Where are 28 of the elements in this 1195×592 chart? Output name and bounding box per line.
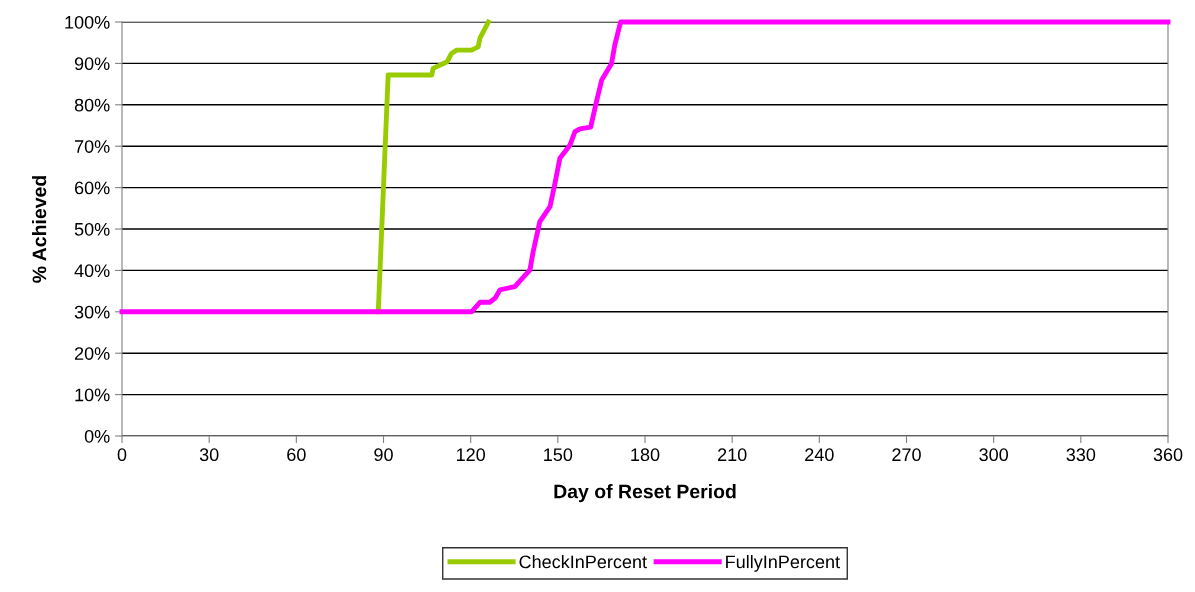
x-tick-label: 150	[544, 448, 573, 462]
x-tick-label: 90	[374, 448, 393, 462]
x-axis-title: Day of Reset Period	[554, 484, 736, 503]
legend-label: FullyInPercent	[726, 555, 840, 572]
y-tick-label: 30%	[74, 305, 110, 319]
y-tick-label: 0%	[84, 429, 110, 443]
y-tick-label: 50%	[74, 222, 110, 236]
x-tick-label: 360	[1153, 448, 1183, 462]
x-tick-label: 330	[1066, 448, 1096, 462]
x-tick-label: 120	[456, 448, 486, 462]
y-tick-label: 40%	[74, 264, 110, 278]
x-tick-label: 60	[287, 448, 306, 462]
x-tick-label: 180	[631, 448, 660, 462]
y-tick-label: 80%	[74, 98, 110, 112]
y-tick-label: 20%	[74, 347, 110, 360]
y-tick-label: 90%	[74, 57, 110, 71]
y-tick-label: 70%	[74, 140, 110, 153]
legend-label: CheckInPercent	[519, 555, 647, 569]
y-tick-label: 100%	[65, 15, 110, 29]
x-tick-label: 240	[805, 448, 834, 462]
y-tick-label: 10%	[75, 388, 110, 402]
y-axis-title: % Achieved	[32, 176, 47, 283]
y-tick-label: 60%	[74, 181, 110, 195]
x-tick-label: 270	[892, 448, 921, 462]
x-tick-label: 0	[117, 448, 127, 462]
x-tick-label: 210	[718, 448, 747, 462]
x-tick-label: 300	[979, 448, 1009, 462]
x-tick-label: 30	[199, 448, 219, 462]
